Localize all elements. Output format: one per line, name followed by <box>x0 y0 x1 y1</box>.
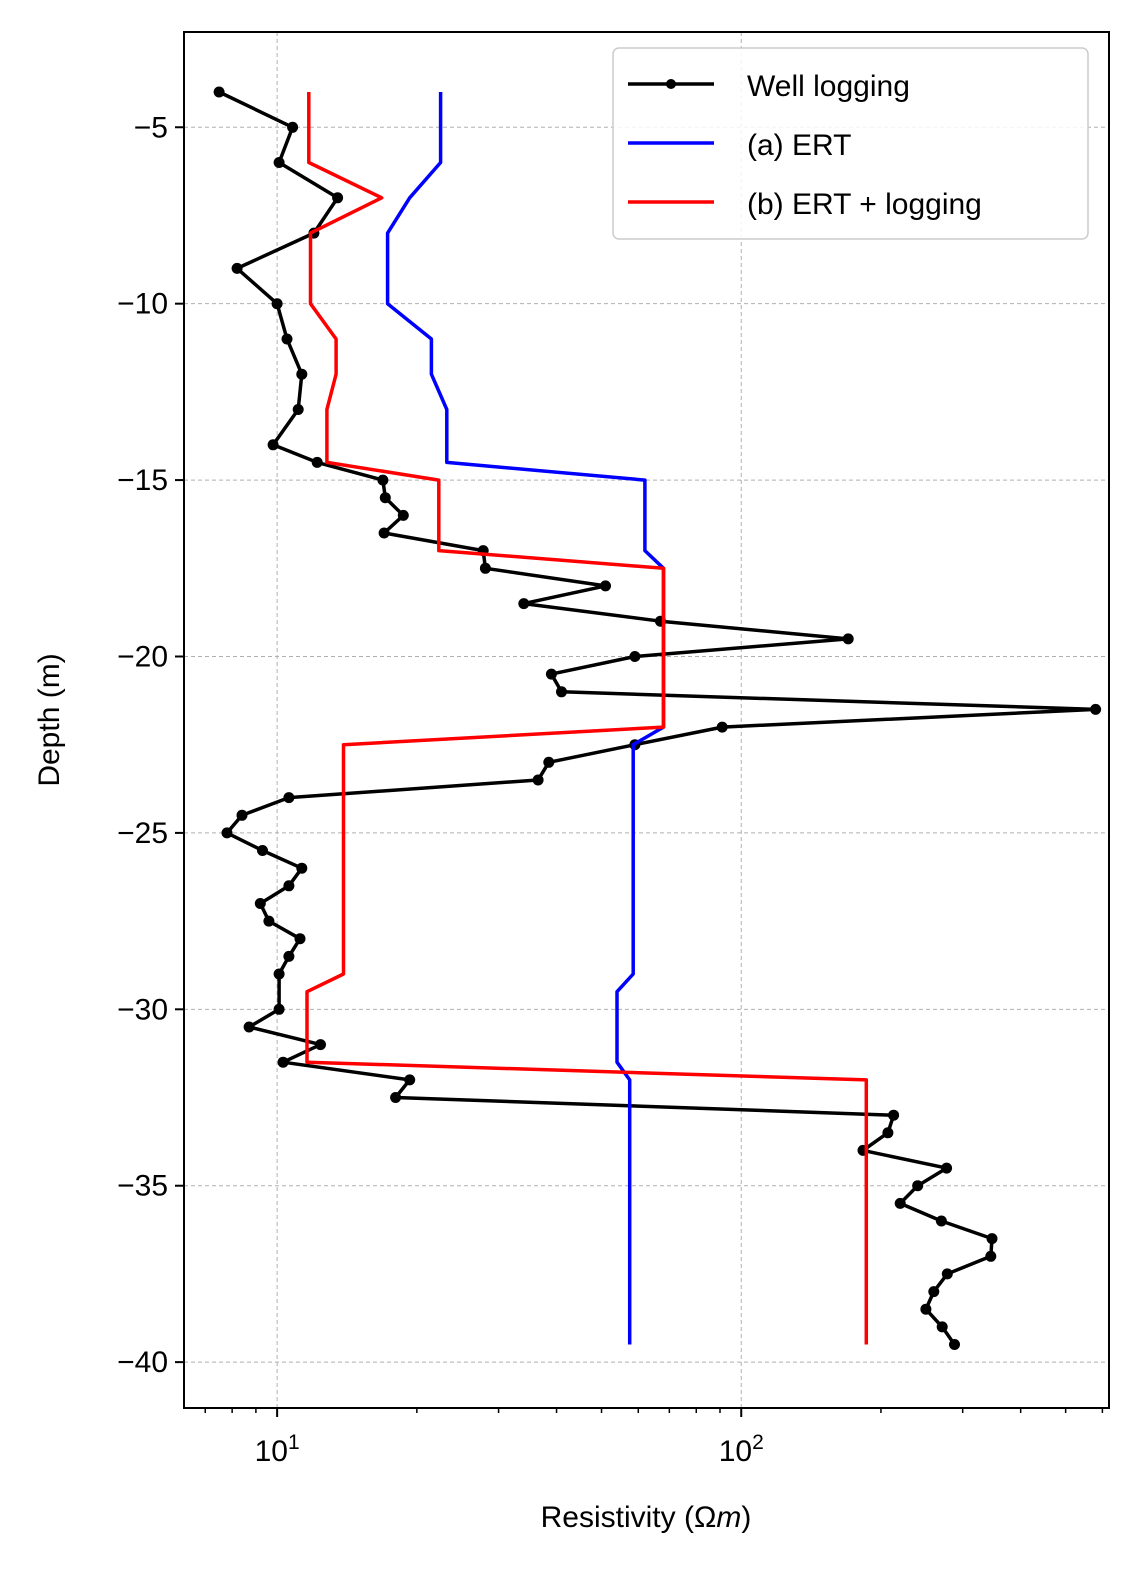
data-point-well-logging <box>271 298 283 310</box>
data-point-well-logging <box>267 439 279 451</box>
data-point-well-logging <box>479 562 491 574</box>
x-axis-label-unit: m <box>716 1501 741 1534</box>
data-point-well-logging <box>556 686 567 698</box>
data-point-well-logging <box>296 368 308 380</box>
x-tick-label-exponent: 2 <box>752 1431 764 1454</box>
legend-label-well-logging: Well logging <box>747 70 910 103</box>
series-line-b-ert-logging <box>305 92 869 1345</box>
data-point-well-logging <box>315 1039 326 1051</box>
data-point-well-logging <box>600 580 611 592</box>
data-point-well-logging <box>941 1268 953 1280</box>
data-point-well-logging <box>629 651 641 662</box>
data-point-well-logging <box>936 1321 948 1333</box>
data-point-well-logging <box>283 792 295 804</box>
data-point-well-logging <box>986 1233 998 1245</box>
data-point-well-logging <box>296 862 308 874</box>
x-tick-label: 101 <box>255 1431 300 1468</box>
plot-frame <box>183 31 1110 1409</box>
data-point-well-logging <box>273 968 285 980</box>
data-point-well-logging <box>294 933 306 945</box>
data-point-well-logging <box>397 509 409 521</box>
data-point-well-logging <box>283 880 295 892</box>
data-point-well-logging <box>257 845 268 856</box>
data-point-well-logging <box>912 1180 924 1192</box>
y-tick-label: −5 <box>134 111 168 144</box>
data-point-well-logging <box>985 1250 997 1262</box>
y-tick-label: −15 <box>117 464 168 497</box>
data-point-well-logging <box>243 1021 255 1033</box>
data-point-well-logging <box>920 1303 932 1315</box>
data-point-well-logging <box>213 86 225 98</box>
x-tick-label: 102 <box>719 1431 764 1468</box>
x-tick-label-base: 10 <box>255 1435 288 1468</box>
data-point-well-logging <box>532 774 544 786</box>
data-point-well-logging <box>377 474 389 486</box>
y-tick-label: −10 <box>117 288 168 321</box>
data-point-well-logging <box>292 404 304 415</box>
data-point-well-logging <box>928 1286 940 1298</box>
data-point-well-logging <box>842 633 854 645</box>
data-point-well-logging <box>263 915 275 927</box>
data-point-well-logging <box>390 1092 402 1103</box>
y-tick-label: −30 <box>117 993 168 1026</box>
data-point-well-logging <box>236 809 248 821</box>
data-point-well-logging <box>273 157 285 168</box>
data-point-well-logging <box>935 1215 947 1227</box>
data-point-well-logging <box>1090 703 1102 715</box>
data-point-well-logging <box>941 1162 953 1174</box>
series-layer <box>213 86 1102 1350</box>
data-point-well-logging <box>277 1056 289 1068</box>
data-point-well-logging <box>894 1197 906 1209</box>
data-point-well-logging <box>254 898 266 909</box>
x-tick-label-base: 10 <box>719 1435 752 1468</box>
data-point-well-logging <box>332 192 344 204</box>
data-point-well-logging <box>221 827 233 839</box>
x-axis-label: Resistivity (Ωm) <box>541 1501 752 1534</box>
data-point-well-logging <box>545 668 557 680</box>
y-tick-label: −25 <box>117 817 168 850</box>
data-point-well-logging <box>281 333 293 345</box>
data-point-well-logging <box>273 1003 285 1015</box>
data-point-well-logging <box>949 1339 960 1350</box>
y-tick-label: −35 <box>117 1170 168 1203</box>
data-point-well-logging <box>716 721 728 733</box>
data-point-well-logging <box>888 1109 900 1121</box>
data-point-well-logging <box>882 1127 894 1139</box>
data-point-well-logging <box>287 121 299 133</box>
data-point-well-logging <box>231 262 243 274</box>
x-tick-label-exponent: 1 <box>288 1431 300 1454</box>
legend-marker-well-logging <box>666 79 676 89</box>
legend-box <box>612 47 1089 240</box>
y-tick-label: −40 <box>117 1346 168 1379</box>
data-point-well-logging <box>283 950 295 962</box>
data-point-well-logging <box>378 527 390 539</box>
series-line-a-ert <box>385 92 666 1345</box>
data-point-well-logging <box>404 1074 416 1086</box>
data-point-well-logging <box>311 456 323 468</box>
legend-label-ert-logging: (b) ERT + logging <box>747 188 982 221</box>
x-axis-label-main: Resistivity (Ω <box>541 1501 717 1534</box>
legend: Well logging (a) ERT (b) ERT + logging <box>612 47 1089 240</box>
y-axis-label: Depth (m) <box>33 653 66 786</box>
data-point-well-logging <box>379 492 391 504</box>
data-point-well-logging <box>543 756 555 768</box>
data-point-well-logging <box>518 598 530 610</box>
y-tick-label: −20 <box>117 640 168 673</box>
x-axis-label-close: ) <box>741 1501 751 1534</box>
legend-label-ert: (a) ERT <box>747 129 851 162</box>
